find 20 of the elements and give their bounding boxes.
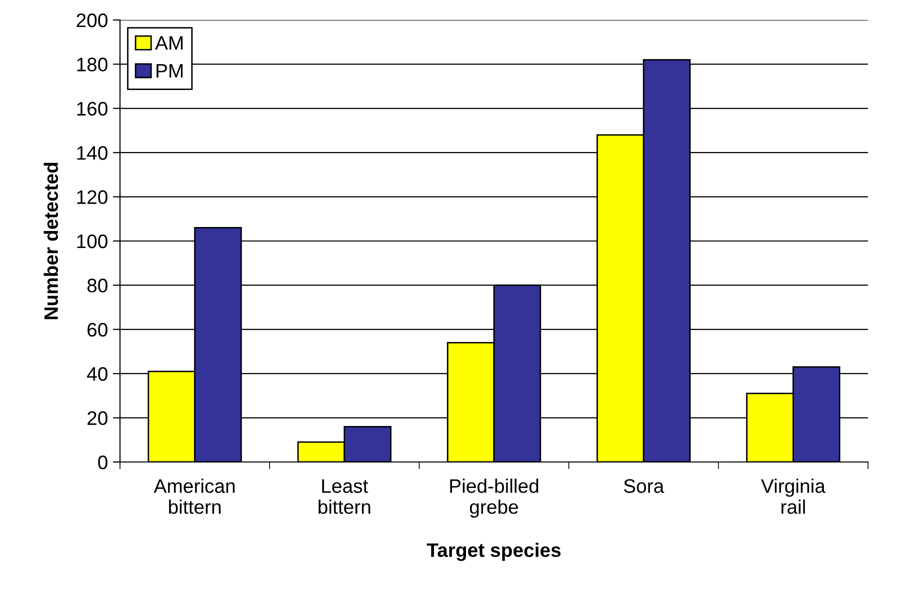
- y-tick-label: 40: [87, 367, 108, 381]
- x-axis-title: Target species: [426, 542, 561, 561]
- y-tick-label: 80: [87, 278, 108, 292]
- y-tick-label: 160: [77, 102, 108, 116]
- y-tick-label: 60: [88, 322, 108, 337]
- y-tick-label: 140: [77, 146, 108, 160]
- y-tick-label: 120: [77, 190, 108, 204]
- y-tick-label: 20: [88, 411, 108, 426]
- y-tick-label: 180: [77, 58, 108, 72]
- y-axis-title: Number detected: [44, 162, 58, 320]
- legend-label: PM: [156, 64, 183, 78]
- y-tick-label: 100: [77, 234, 108, 248]
- y-tick-label: 200: [76, 13, 108, 28]
- x-tick-label: Virginia rail: [761, 478, 826, 514]
- legend-label: AM: [155, 36, 183, 50]
- x-tick-label: Sora: [624, 479, 664, 493]
- x-tick-label: Pied-billed grebe: [450, 478, 538, 518]
- x-tick-label: Least bittern: [318, 479, 370, 514]
- x-tick-label: American bittern: [154, 478, 235, 514]
- y-tick-label: 0: [98, 455, 108, 470]
